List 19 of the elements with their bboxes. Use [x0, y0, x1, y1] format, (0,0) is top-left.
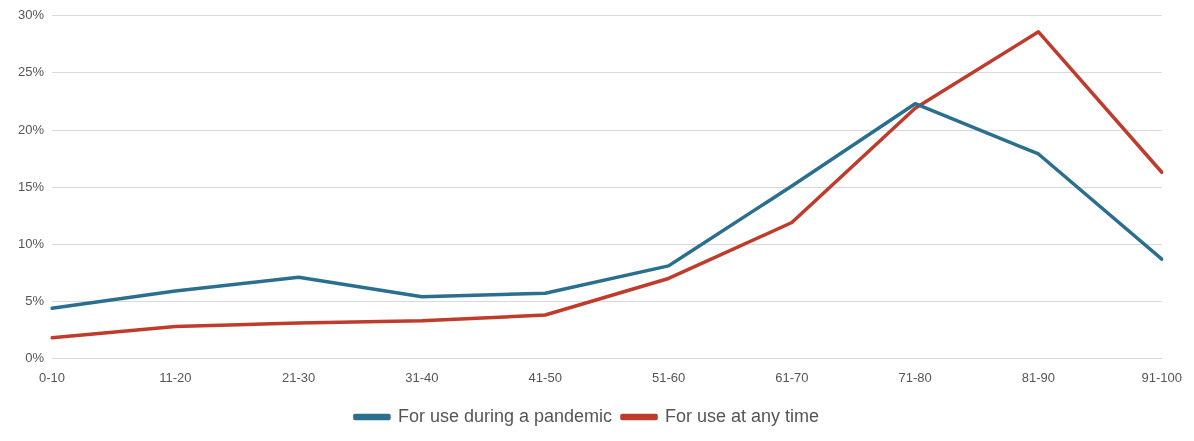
x-tick-label: 41-50 — [528, 369, 562, 385]
x-tick-label: 71-80 — [898, 369, 932, 385]
y-tick-label: 0% — [25, 349, 45, 365]
x-tick-label: 91-100 — [1141, 369, 1182, 385]
x-tick-label: 51-60 — [651, 369, 686, 385]
y-tick-label: 25% — [17, 64, 45, 80]
x-tick-label: 81-90 — [1021, 369, 1056, 385]
x-tick-label: 61-70 — [775, 369, 809, 385]
x-tick-label: 31-40 — [405, 369, 439, 385]
y-tick-label: 30% — [17, 7, 45, 23]
x-tick-label: 0-10 — [39, 369, 66, 385]
legend-label: For use during a pandemic — [397, 405, 613, 426]
y-tick-label: 5% — [25, 292, 45, 308]
y-tick-label: 15% — [17, 178, 45, 194]
x-tick-label: 11-20 — [159, 369, 192, 385]
x-tick-label: 21-30 — [282, 369, 316, 385]
y-tick-label: 10% — [17, 235, 45, 251]
legend-label: For use at any time — [665, 405, 820, 426]
y-tick-label: 20% — [17, 121, 45, 137]
